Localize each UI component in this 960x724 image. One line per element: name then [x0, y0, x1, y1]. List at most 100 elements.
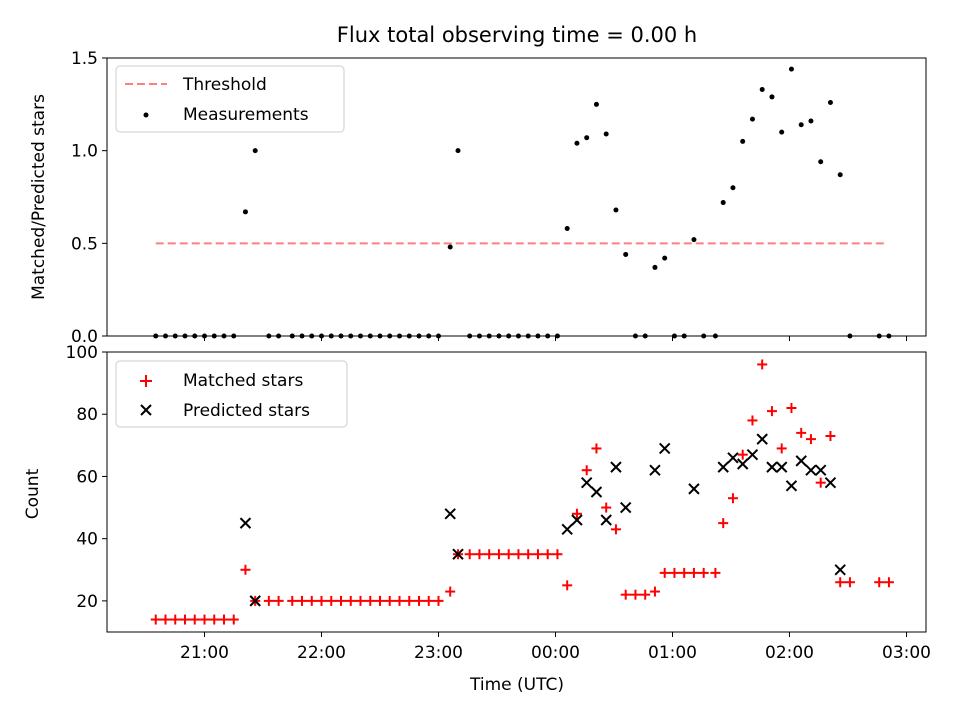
matched-star-point: [263, 595, 274, 606]
matched-star-point: [688, 567, 699, 578]
matched-star-point: [747, 415, 758, 426]
predicted-star-point: [452, 548, 464, 560]
matched-star-point: [503, 549, 514, 560]
matched-star-point: [571, 508, 582, 519]
matched-stars-points: [150, 359, 894, 625]
predicted-star-point: [727, 452, 739, 464]
matched-star-point: [423, 595, 434, 606]
measurement-point: [574, 140, 580, 146]
x-tick-label: 03:00: [882, 643, 931, 663]
measurement-point: [455, 148, 461, 154]
matched-star-point: [786, 403, 797, 413]
measurement-point: [662, 255, 668, 261]
matched-star-point: [316, 595, 327, 606]
matched-star-point: [375, 595, 385, 606]
predicted-star-point: [834, 564, 846, 576]
predicted-stars-points: [239, 433, 846, 607]
legend-measurements-label: Measurements: [183, 105, 309, 125]
measurement-point: [242, 209, 248, 215]
x-tick-label: 22:00: [297, 643, 346, 663]
predicted-star-point: [590, 486, 603, 498]
bottom-y-tick-label: 40: [76, 530, 98, 550]
measurement-point: [740, 138, 746, 144]
matched-star-point: [620, 589, 631, 600]
matched-star-point: [287, 595, 298, 606]
bottom-legend: Matched stars Predicted stars: [115, 360, 348, 428]
top-chart-title: Flux total observing time = 0.00 h: [337, 23, 697, 47]
matched-star-point: [297, 595, 307, 606]
x-tick-label: 00:00: [531, 643, 580, 663]
matched-star-point: [776, 443, 787, 454]
matched-star-point: [199, 614, 210, 625]
predicted-star-point: [766, 461, 778, 473]
matched-star-point: [679, 567, 690, 578]
legend-matched-swatch: [140, 375, 152, 387]
matched-star-point: [710, 567, 721, 578]
matched-star-point: [835, 577, 846, 588]
measurement-point: [691, 237, 697, 243]
predicted-star-point: [717, 461, 729, 473]
predicted-star-point: [785, 480, 798, 492]
legend-threshold-label: Threshold: [182, 75, 267, 95]
bottom-y-tick-label: 80: [76, 405, 98, 425]
matched-star-point: [523, 549, 534, 560]
bottom-y-tick-label: 20: [76, 592, 98, 612]
predicted-star-point: [649, 464, 661, 476]
measurement-point: [788, 66, 794, 72]
matched-star-point: [240, 564, 251, 575]
x-tick-label: 21:00: [180, 643, 229, 663]
matched-star-point: [649, 586, 660, 597]
matched-star-point: [209, 614, 220, 625]
measurement-point: [818, 159, 824, 165]
matched-star-point: [883, 577, 894, 588]
bottom-panel: 20 40 60 80 100 21:00 22:00 23:00 00:00 01:00 02:…: [23, 343, 931, 695]
matched-star-point: [474, 549, 485, 560]
measurement-point: [720, 200, 726, 206]
legend-predicted-label: Predicted stars: [183, 401, 310, 421]
matched-star-point: [630, 589, 641, 600]
matched-star-point: [170, 614, 181, 625]
matched-star-point: [219, 614, 229, 625]
matched-star-point: [844, 577, 855, 588]
matched-star-point: [698, 567, 709, 578]
predicted-star-point: [824, 476, 837, 489]
top-y-tick-label: 0.0: [71, 327, 98, 347]
x-tick-label: 01:00: [648, 643, 697, 663]
predicted-star-point: [580, 476, 593, 489]
matched-star-point: [180, 614, 190, 625]
x-tick-label: 23:00: [414, 643, 463, 663]
measurement-point: [623, 251, 629, 257]
bottom-y-ticks: 20 40 60 80 100: [66, 343, 107, 612]
top-y-ticks: 0.0 0.5 1.0 1.5: [71, 49, 107, 347]
matched-star-point: [493, 549, 504, 560]
matched-star-point: [718, 518, 729, 529]
matched-star-point: [796, 427, 807, 438]
measurement-point: [779, 129, 785, 135]
matched-star-point: [669, 567, 680, 578]
matched-star-point: [757, 359, 768, 370]
matched-star-point: [306, 595, 317, 606]
matched-star-point: [273, 595, 284, 606]
matched-star-point: [160, 614, 171, 625]
predicted-star-point: [736, 458, 749, 470]
matched-star-point: [384, 595, 395, 606]
matched-star-point: [150, 614, 161, 625]
predicted-star-point: [814, 464, 827, 476]
matched-star-point: [464, 549, 475, 560]
matched-star-point: [336, 595, 346, 606]
matched-star-point: [345, 595, 356, 606]
predicted-star-point: [688, 483, 700, 495]
predicted-star-point: [249, 595, 261, 607]
x-axis-label: Time (UTC): [469, 675, 564, 695]
top-y-tick-label: 0.5: [71, 234, 98, 254]
top-y-tick-label: 1.5: [71, 49, 98, 69]
measurement-point: [808, 118, 814, 124]
matched-star-point: [189, 614, 200, 625]
matched-star-point: [542, 549, 553, 560]
matched-star-point: [766, 406, 777, 417]
top-y-axis-label: Matched/Predicted stars: [29, 94, 49, 300]
matched-star-point: [445, 586, 456, 597]
predicted-star-point: [444, 508, 456, 520]
